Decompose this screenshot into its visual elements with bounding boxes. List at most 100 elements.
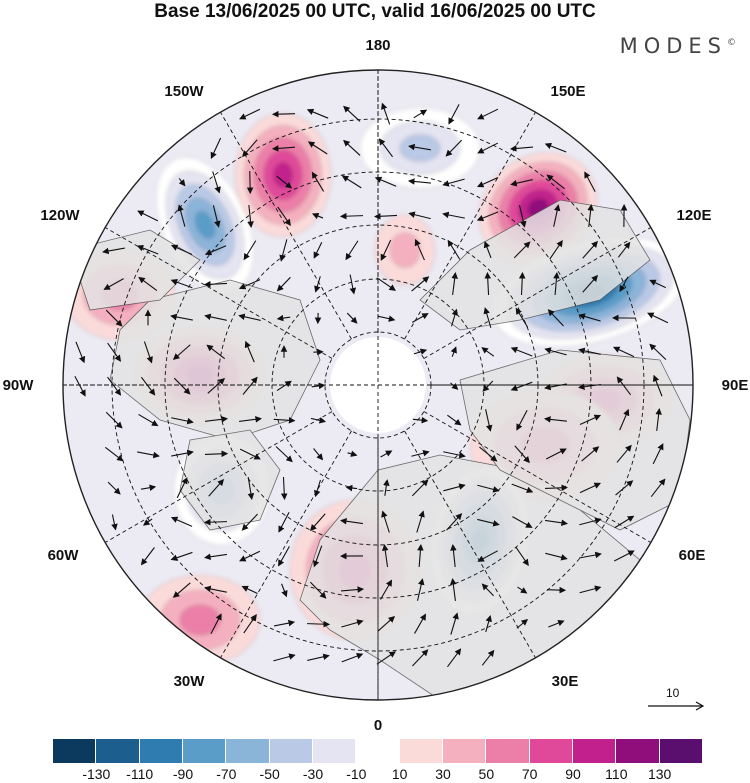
wind-arrow (277, 206, 291, 226)
wind-arrow (313, 241, 323, 259)
wind-arrow (241, 585, 258, 594)
lon-label-0: 0 (373, 717, 383, 734)
colorbar-tick-label: 90 (565, 766, 581, 782)
wind-arrow (340, 586, 365, 593)
lon-label-180: 180 (365, 37, 391, 54)
reference-vector: 10 (646, 686, 706, 716)
wind-arrow (450, 578, 457, 601)
wind-arrow (210, 137, 222, 159)
wind-arrow (170, 551, 193, 561)
wind-arrow (477, 142, 499, 154)
lon-label-120e: 120E (676, 207, 712, 224)
colorbar-bin-12 (572, 739, 617, 763)
wind-arrow (170, 244, 193, 256)
wind-arrow (311, 382, 326, 390)
wind-arrow (443, 451, 466, 459)
wind-arrow (313, 545, 323, 568)
wind-arrow (546, 586, 567, 594)
colorbar-bin-4 (226, 739, 270, 763)
wind-arrow (416, 578, 425, 601)
colorbar-tick-label: 10 (391, 766, 408, 782)
wind-arrow (485, 409, 493, 432)
wind-arrow (208, 478, 225, 497)
wind-arrow (512, 516, 533, 528)
wind-arrow (238, 279, 261, 290)
wind-arrow (203, 280, 228, 288)
colorbar-tick-label: 130 (647, 766, 672, 782)
wind-arrow (203, 518, 228, 526)
wind-arrow (652, 374, 663, 397)
wind-arrow (582, 274, 598, 293)
wind-arrow (510, 381, 533, 392)
wind-arrow (655, 407, 662, 431)
wind-arrow (547, 309, 564, 327)
wind-arrow (340, 517, 363, 525)
brand-text: MODES (619, 34, 727, 58)
wind-arrow (447, 648, 462, 668)
wind-arrow (204, 553, 227, 561)
wind-arrow (516, 619, 529, 629)
wind-arrow (579, 414, 602, 426)
wind-arrow (107, 342, 122, 362)
wind-arrow (239, 416, 263, 423)
wind-arrow (279, 239, 288, 262)
wind-arrow (581, 446, 600, 462)
wind-arrow (341, 175, 362, 189)
wind-arrow (407, 178, 432, 185)
wind-arrow (614, 515, 635, 529)
wind-arrow (142, 518, 153, 526)
wind-arrow (413, 109, 428, 119)
meridian-line (423, 411, 652, 543)
wind-arrow (204, 450, 229, 458)
colorbar-ticks: -130 -110 -90 -70 -50 -30 -10 10 30 50 70 90 110 130 (53, 766, 703, 783)
lon-label-60e: 60E (678, 547, 706, 564)
wind-arrow (483, 307, 492, 328)
wind-arrow (545, 519, 568, 527)
wind-arrow (613, 346, 635, 358)
wind-arrow (450, 543, 457, 567)
wind-arrow (544, 484, 569, 492)
wind-arrow (443, 483, 466, 492)
wind-arrow (411, 276, 430, 292)
wind-arrow (313, 448, 324, 461)
wind-arrow (205, 416, 229, 423)
wind-arrow (515, 546, 529, 566)
wind-arrow (138, 413, 159, 427)
wind-arrow (280, 476, 288, 501)
colorbar-bin-6 (312, 739, 357, 763)
lon-label-60w: 60W (47, 547, 79, 564)
wind-arrow (447, 239, 461, 260)
lon-label-90e: 90E (721, 377, 749, 394)
wind-arrow (481, 649, 495, 666)
wind-arrow (578, 347, 601, 355)
wind-arrow (307, 141, 328, 155)
wind-arrow (111, 514, 118, 531)
wind-arrow (451, 271, 458, 295)
wind-arrow (276, 276, 291, 292)
wind-arrow (244, 340, 255, 363)
colorbar-tick-label: -30 (302, 766, 324, 782)
wind-arrow (172, 344, 191, 360)
wind-arrow (143, 341, 153, 364)
lon-label-90w: 90W (2, 377, 34, 394)
wind-arrow (204, 245, 227, 256)
wind-arrow (442, 211, 465, 219)
wind-arrow (412, 416, 429, 424)
wind-arrow (510, 179, 533, 187)
land-east-asia (419, 199, 651, 331)
wind-arrow (239, 448, 261, 460)
wind-arrow (74, 376, 86, 397)
wind-arrow (105, 309, 123, 327)
wind-arrow (413, 348, 428, 355)
lon-label-30w: 30W (173, 673, 205, 690)
colorbar-bin-10 (486, 739, 530, 763)
wind-arrow (448, 104, 460, 125)
wind-arrow (380, 239, 392, 261)
wind-arrow (481, 583, 494, 597)
wind-arrow (546, 174, 565, 190)
wind-arrow (347, 450, 358, 457)
colorbar-tick-label: 70 (521, 766, 538, 782)
wind-arrow (579, 585, 602, 594)
wind-arrow (380, 450, 393, 458)
